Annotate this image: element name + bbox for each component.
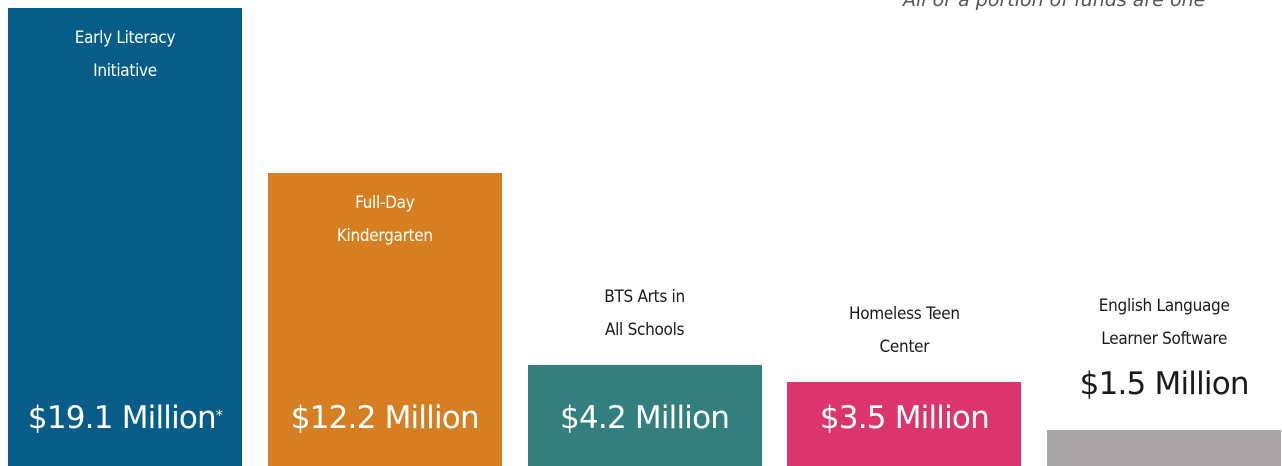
bar xyxy=(787,382,1022,466)
value-label-box: $3.5 Million xyxy=(787,398,1021,438)
value-label-box: $4.2 Million xyxy=(528,398,762,438)
value-label-box: $19.1 Million* xyxy=(8,398,242,438)
value-label: $1.5 Million xyxy=(1079,366,1250,403)
value-label-box: $12.2 Million xyxy=(268,398,502,438)
category-label: Homeless Teen Center xyxy=(849,304,960,358)
bar xyxy=(8,8,242,466)
value-label-box: $1.5 Million xyxy=(1047,364,1281,404)
category-label: Early Literacy Initiative xyxy=(74,28,176,81)
bar xyxy=(527,365,762,466)
value-label: $19.1 Million xyxy=(27,400,217,436)
category-label: Full-Day Kindergarten xyxy=(336,193,433,247)
value-label: $4.2 Million xyxy=(560,400,730,436)
category-label: English Language Learner Software xyxy=(1098,296,1230,350)
annotation: All or a portion of funds are one xyxy=(903,0,1206,11)
footnote-marker: * xyxy=(215,408,223,424)
bar xyxy=(1047,430,1282,466)
bar xyxy=(267,173,502,466)
value-label: $3.5 Million xyxy=(819,400,990,436)
category-label: BTS Arts in All Schools xyxy=(604,287,685,341)
value-label: $12.2 Million xyxy=(290,400,480,436)
